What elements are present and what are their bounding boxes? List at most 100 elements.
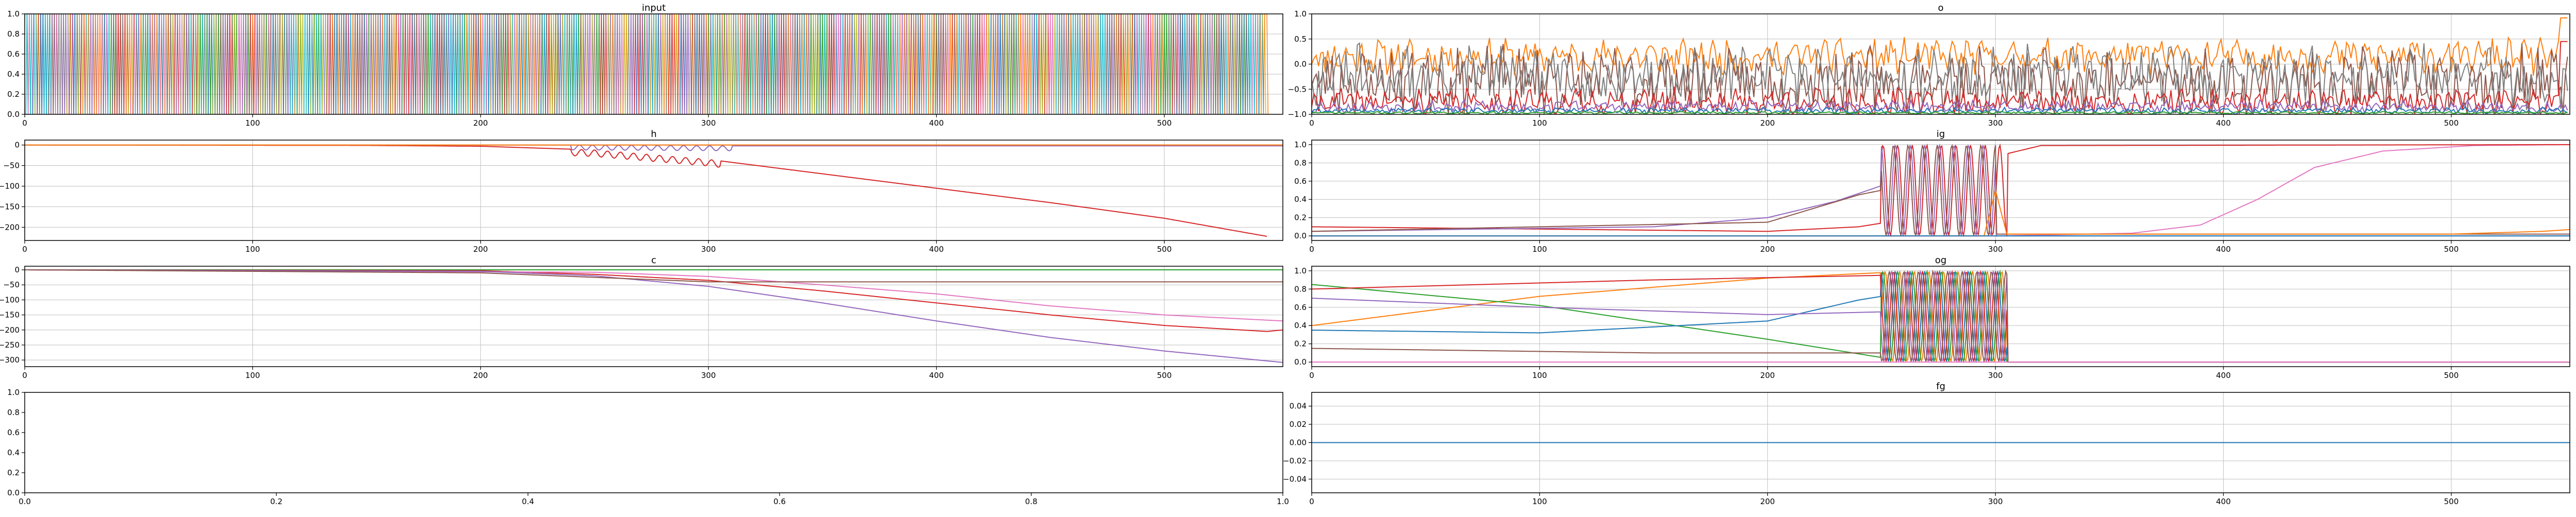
series-line — [1312, 17, 2568, 76]
series-line — [511, 14, 517, 114]
series-line — [861, 14, 868, 114]
series-line — [1094, 14, 1100, 114]
series-line — [973, 14, 979, 114]
series-line — [467, 14, 473, 114]
series-line — [805, 14, 810, 114]
series-line — [629, 14, 635, 114]
series-line — [1213, 14, 1218, 114]
series-line — [244, 14, 250, 114]
series-line — [232, 14, 239, 114]
series-line — [217, 14, 223, 114]
series-line — [506, 14, 512, 114]
series-line — [212, 14, 218, 114]
series-line — [1074, 14, 1079, 114]
series-line — [137, 14, 143, 114]
series-line — [893, 14, 900, 114]
series-line — [41, 14, 47, 114]
series-line — [470, 14, 476, 114]
series-line — [465, 14, 471, 114]
series-line — [969, 14, 975, 114]
series-line — [579, 14, 585, 114]
series-line — [59, 14, 65, 114]
series-line — [477, 14, 482, 114]
x-tick-label: 300 — [1988, 371, 2003, 380]
series-line — [643, 14, 649, 114]
series-line — [509, 14, 514, 114]
series-line — [777, 14, 783, 114]
series-line — [331, 14, 336, 114]
series-line — [1135, 14, 1141, 114]
series-line — [789, 14, 794, 114]
series-line — [267, 14, 273, 114]
series-line — [308, 14, 314, 114]
series-line — [160, 14, 165, 114]
series-line — [1312, 43, 2568, 114]
y-tick-label: 0.8 — [1294, 284, 1307, 294]
series-line — [654, 14, 660, 114]
series-line — [87, 14, 93, 114]
series-line — [930, 14, 936, 114]
series-line — [996, 14, 1002, 114]
series-line — [1253, 14, 1260, 114]
y-tick-label: 0.2 — [7, 468, 20, 477]
series-line — [256, 14, 261, 114]
series-line — [1263, 14, 1269, 114]
series-line — [752, 14, 758, 114]
series-line — [1069, 14, 1075, 114]
x-tick-label: 400 — [929, 371, 944, 380]
series-line — [415, 14, 421, 114]
series-line — [987, 14, 993, 114]
series-line — [766, 14, 772, 114]
series-line — [390, 14, 396, 114]
series-line — [321, 14, 327, 114]
y-tick-label: 0.2 — [1294, 339, 1307, 349]
series-line — [39, 14, 45, 114]
y-tick-label: −200 — [0, 222, 20, 232]
series-line — [251, 14, 257, 114]
series-line — [513, 14, 519, 114]
series-line — [463, 14, 469, 114]
series-line — [1242, 14, 1248, 114]
series-line — [693, 14, 699, 114]
series-line — [435, 14, 442, 114]
series-line — [985, 14, 991, 114]
series-line — [219, 14, 225, 114]
series-line — [871, 14, 877, 114]
series-line — [374, 14, 380, 114]
series-line — [919, 14, 925, 114]
series-line — [672, 14, 679, 114]
series-line — [82, 14, 88, 114]
series-line — [427, 14, 432, 114]
x-tick-label: 100 — [245, 371, 260, 380]
series-line — [1060, 14, 1066, 114]
series-line — [682, 14, 687, 114]
series-line — [622, 14, 628, 114]
series-line — [1083, 14, 1089, 114]
series-line — [581, 14, 587, 114]
series-line — [823, 14, 829, 114]
series-line — [552, 14, 557, 114]
series-line — [1142, 14, 1148, 114]
series-line — [1251, 14, 1257, 114]
series-line — [1170, 14, 1175, 114]
series-line — [1058, 14, 1063, 114]
series-line — [909, 14, 916, 114]
series-line — [383, 14, 389, 114]
series-line — [982, 14, 988, 114]
x-tick-label: 0 — [22, 118, 27, 128]
series-line — [417, 14, 423, 114]
series-line — [324, 14, 330, 114]
series-line — [745, 14, 751, 114]
series-line — [53, 14, 58, 114]
series-line — [898, 14, 904, 114]
series-line — [235, 14, 241, 114]
series-line — [613, 14, 619, 114]
series-line — [741, 14, 747, 114]
series-line — [1233, 14, 1239, 114]
series-line — [901, 14, 906, 114]
series-line — [1167, 14, 1173, 114]
x-tick-label: 1.0 — [1277, 497, 1289, 506]
series-line — [887, 14, 893, 114]
series-line — [424, 14, 430, 114]
series-line — [166, 14, 173, 114]
